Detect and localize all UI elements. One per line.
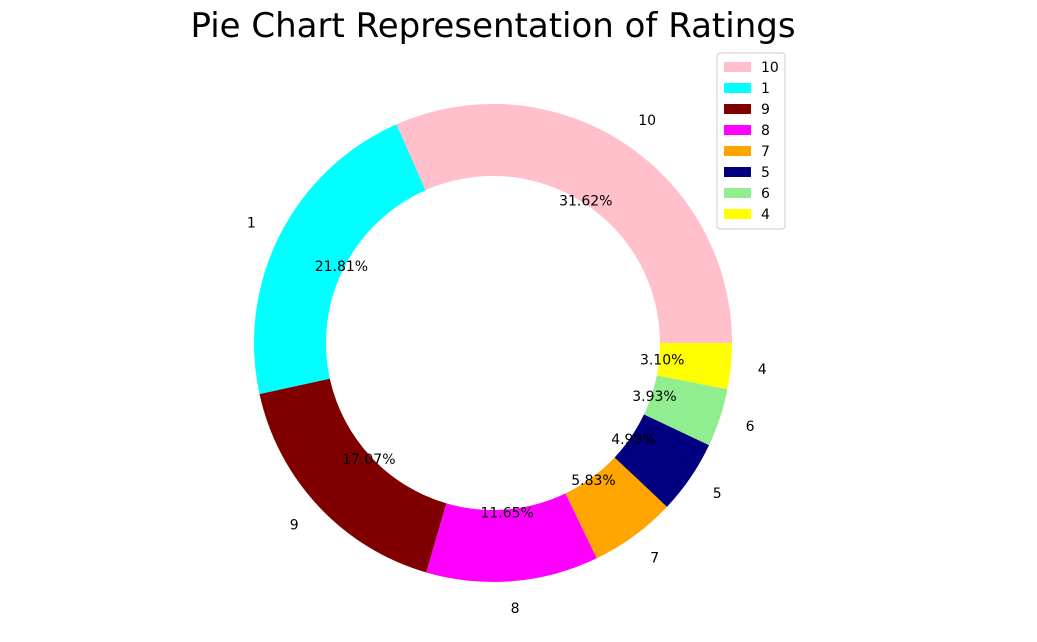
legend-swatch-10 (724, 62, 751, 72)
percent-label-10: 31.62% (559, 194, 612, 210)
legend-label-4: 4 (761, 207, 770, 223)
pie-slice-5 (614, 414, 710, 507)
slice-label-6: 6 (746, 419, 755, 435)
slice-label-5: 5 (713, 486, 722, 502)
slice-label-7: 7 (650, 551, 659, 567)
pie-slice-6 (643, 375, 728, 446)
legend-swatch-8 (724, 125, 751, 135)
legend-label-10: 10 (761, 60, 779, 76)
percent-label-7: 5.83% (571, 473, 615, 489)
percent-label-9: 17.07% (342, 452, 395, 468)
pie-slice-4 (656, 343, 732, 390)
chart-title: Pie Chart Representation of Ratings (190, 6, 795, 46)
legend-label-9: 9 (761, 102, 770, 118)
labels-layer: 10 31.62% 1 21.81% 9 17.07% 8 11.65% 7 5.83% 5 4.99… (247, 113, 767, 617)
legend-swatch-1 (724, 83, 751, 93)
legend-label-6: 6 (761, 186, 770, 202)
pie-slice-9 (259, 378, 447, 573)
legend-label-1: 1 (761, 81, 770, 97)
legend-label-5: 5 (761, 165, 770, 181)
pie-slice-10 (396, 103, 732, 344)
slice-label-10: 10 (638, 113, 656, 129)
legend-swatch-9 (724, 104, 751, 114)
percent-label-5: 4.99% (611, 432, 655, 448)
pie-slice-1 (253, 124, 426, 395)
slices-layer (253, 103, 732, 582)
legend-swatch-6 (724, 188, 751, 198)
legend: 10 1 9 8 7 5 6 4 (716, 52, 786, 230)
percent-label-8: 11.65% (480, 505, 533, 521)
legend-swatch-7 (724, 146, 751, 156)
pie-slice-7 (565, 457, 668, 559)
pie-slice-8 (426, 493, 597, 582)
percent-label-4: 3.10% (640, 353, 684, 369)
slice-label-4: 4 (758, 362, 767, 378)
slice-label-8: 8 (511, 601, 520, 617)
legend-label-8: 8 (761, 123, 770, 139)
legend-swatch-4 (724, 209, 751, 219)
slice-label-9: 9 (290, 518, 299, 534)
slice-label-1: 1 (247, 216, 256, 232)
legend-swatch-5 (724, 167, 751, 177)
legend-frame (716, 52, 786, 230)
percent-label-1: 21.81% (315, 259, 368, 275)
legend-label-7: 7 (761, 144, 770, 160)
percent-label-6: 3.93% (632, 389, 676, 405)
